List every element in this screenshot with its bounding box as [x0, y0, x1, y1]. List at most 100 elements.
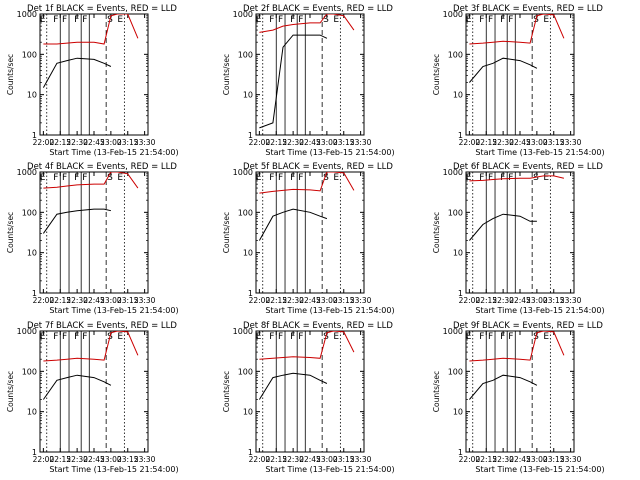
x-tick-label: 22:15 [475, 296, 497, 305]
y-tick-label: 100 [448, 367, 463, 376]
x-axis-label: Start Time (13-Feb-15 21:54:00) [49, 465, 178, 474]
lld-series-line [469, 14, 565, 45]
x-tick-label: 22:00 [459, 138, 481, 147]
y-axis-label: Counts/sec [432, 371, 441, 412]
y-axis-label: Counts/sec [6, 212, 15, 253]
x-tick-label: 22:15 [49, 296, 71, 305]
flare-marker-label: F [82, 332, 87, 342]
x-tick-label: 22:45 [83, 455, 105, 464]
x-tick-label: 22:15 [49, 138, 71, 147]
eclipse-marker-label: E [543, 15, 549, 25]
x-axis-label: Start Time (13-Feb-15 21:54:00) [475, 148, 604, 157]
y-tick-label: 1 [248, 448, 253, 457]
eclipse-marker-label: E [333, 173, 339, 183]
detector-panel: Det 4f BLACK = Events, RED = LLD 1 10 100 10… [6, 162, 179, 315]
x-tick-label: 23:15 [543, 455, 565, 464]
x-tick-label: 23:30 [350, 296, 372, 305]
x-tick-label: 22:45 [299, 138, 321, 147]
x-tick-label: 23:15 [543, 138, 565, 147]
x-tick-label: 23:00 [526, 455, 548, 464]
flare-marker-label: F [298, 332, 303, 342]
flare-marker-label: F [82, 173, 87, 183]
flare-marker-label: F [74, 332, 79, 342]
x-tick-label: 22:30 [66, 296, 88, 305]
flare-marker-label: F [290, 173, 295, 183]
events-series-line [469, 213, 537, 241]
y-tick-label: 1000 [17, 168, 37, 177]
x-tick-label: 23:15 [117, 296, 139, 305]
y-tick-label: 1 [248, 289, 253, 298]
detector-panel: Det 1f BLACK = Events, RED = LLD 1 10 100 10… [6, 4, 179, 157]
saa-marker-label: S [323, 15, 329, 25]
y-tick-label: 10 [453, 91, 463, 100]
panel-title: Det 5f BLACK = Events, RED = LLD [243, 162, 393, 172]
detector-panel: Det 5f BLACK = Events, RED = LLD 1 10 100 10… [222, 162, 395, 315]
y-tick-label: 1000 [443, 168, 463, 177]
x-axis-label: Start Time (13-Feb-15 21:54:00) [265, 306, 394, 315]
x-tick-label: 22:45 [83, 138, 105, 147]
x-tick-label: 22:45 [509, 455, 531, 464]
flare-marker-label: F [62, 173, 67, 183]
x-tick-label: 22:00 [249, 296, 271, 305]
lld-series-line [43, 14, 139, 45]
y-axis-label: Counts/sec [432, 212, 441, 253]
y-tick-label: 1 [32, 289, 37, 298]
events-series-line [258, 372, 328, 400]
x-tick-label: 22:15 [475, 138, 497, 147]
flare-marker-label: F [62, 15, 67, 25]
plot-frame [465, 330, 575, 453]
detector-panel: Det 2f BLACK = Events, RED = LLD 1 10 100 10… [222, 4, 395, 157]
y-axis-label: Counts/sec [222, 371, 231, 412]
x-tick-label: 22:45 [509, 296, 531, 305]
x-tick-label: 23:15 [333, 138, 355, 147]
eclipse-marker-label: E [466, 173, 472, 183]
x-tick-label: 22:45 [509, 138, 531, 147]
y-tick-label: 100 [448, 50, 463, 59]
x-tick-label: 23:30 [134, 296, 156, 305]
y-tick-label: 100 [22, 367, 37, 376]
x-axis-label: Start Time (13-Feb-15 21:54:00) [49, 306, 178, 315]
x-tick-label: 23:00 [526, 138, 548, 147]
x-tick-label: 22:15 [49, 455, 71, 464]
flare-marker-label: F [74, 173, 79, 183]
y-tick-label: 10 [453, 408, 463, 417]
eclipse-marker-label: E [117, 332, 123, 342]
eclipse-marker-label: E [543, 173, 549, 183]
events-series-line [258, 208, 328, 241]
plot-frame [465, 13, 575, 136]
y-tick-label: 1000 [233, 168, 253, 177]
y-tick-label: 1 [248, 131, 253, 140]
flare-marker-label: F [278, 173, 283, 183]
y-tick-label: 100 [22, 208, 37, 217]
x-tick-label: 23:15 [117, 138, 139, 147]
y-tick-label: 1 [458, 289, 463, 298]
flare-marker-label: F [508, 173, 513, 183]
y-tick-label: 10 [243, 249, 253, 258]
eclipse-marker-label: E [466, 332, 472, 342]
flare-marker-label: F [508, 332, 513, 342]
x-tick-label: 22:00 [33, 455, 55, 464]
lld-series-line [43, 172, 139, 189]
panel-title: Det 1f BLACK = Events, RED = LLD [27, 4, 177, 14]
x-tick-label: 22:00 [459, 455, 481, 464]
y-tick-label: 1 [32, 131, 37, 140]
y-tick-label: 100 [238, 50, 253, 59]
eclipse-marker-label: E [333, 332, 339, 342]
panel-title: Det 6f BLACK = Events, RED = LLD [453, 162, 603, 172]
panel-title: Det 4f BLACK = Events, RED = LLD [27, 162, 177, 172]
flare-marker-label: F [82, 15, 87, 25]
flare-marker-label: F [290, 332, 295, 342]
panel-title: Det 9f BLACK = Events, RED = LLD [453, 321, 603, 331]
y-tick-label: 10 [27, 91, 37, 100]
x-tick-label: 22:00 [459, 296, 481, 305]
events-series-line [42, 208, 112, 234]
x-tick-label: 22:00 [33, 138, 55, 147]
y-axis-label: Counts/sec [6, 54, 15, 95]
eclipse-marker-label: E [40, 15, 46, 25]
x-axis-label: Start Time (13-Feb-15 21:54:00) [265, 148, 394, 157]
x-tick-label: 22:30 [66, 138, 88, 147]
x-tick-label: 23:30 [560, 138, 582, 147]
flare-marker-label: F [479, 173, 484, 183]
x-tick-label: 23:00 [316, 296, 338, 305]
